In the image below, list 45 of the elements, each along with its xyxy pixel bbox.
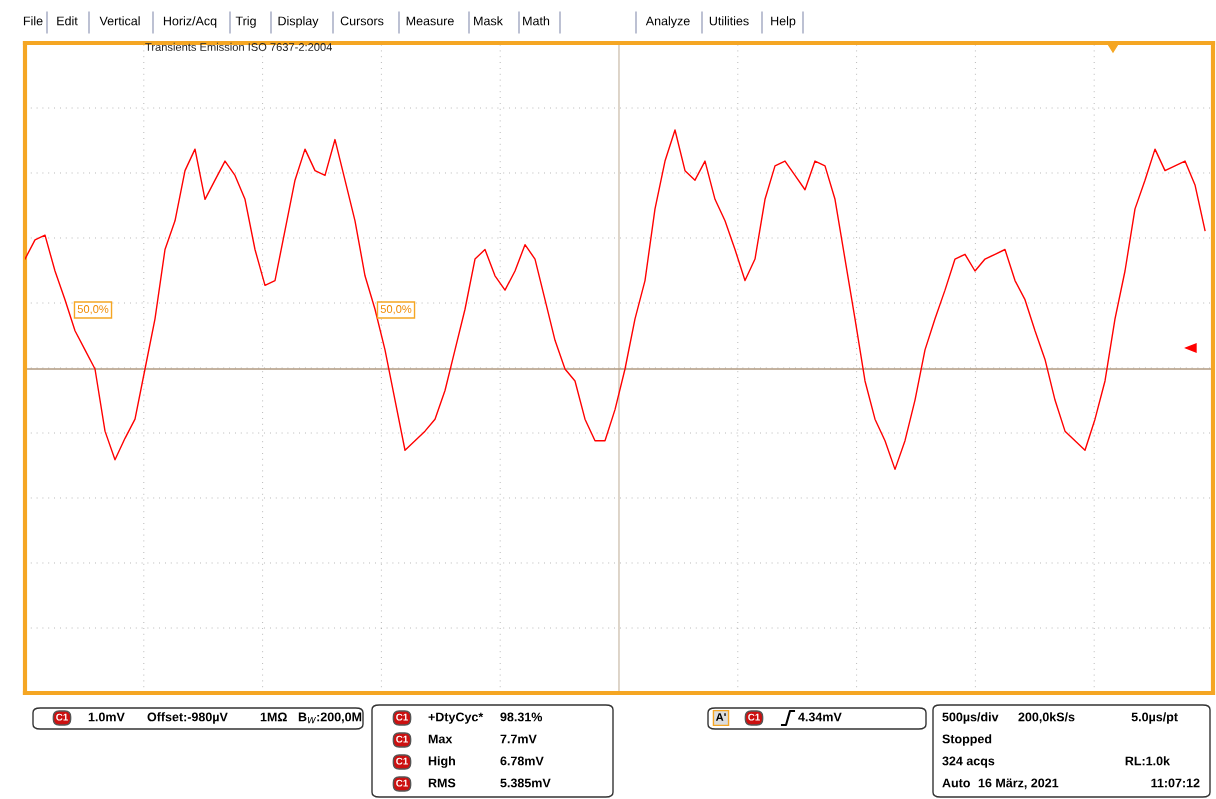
text: 5.385mV (500, 778, 551, 788)
text: Measure (406, 16, 454, 26)
text: High (428, 756, 455, 768)
text: 4.34mV (798, 712, 842, 722)
text: 1.0mV (88, 712, 125, 722)
text: RL:1.0k (1125, 756, 1171, 766)
text: Utilities (709, 16, 749, 26)
text: Offset:-980µV (147, 712, 228, 724)
text: Help (771, 16, 796, 28)
text: Math (523, 16, 550, 26)
text: RMS (428, 778, 456, 788)
annotation: 50,0% (380, 305, 412, 315)
text: 1MΩ (260, 712, 287, 722)
text: Auto (942, 778, 970, 788)
text: Trig (235, 16, 256, 28)
text: C1 (396, 757, 408, 765)
text: C1 (396, 713, 408, 721)
text: 324 acqs (942, 756, 995, 768)
text: C1 (748, 713, 760, 721)
text: File (23, 16, 43, 26)
text: Cursors (340, 16, 384, 26)
text: B$_{W}$:200,0M (298, 712, 362, 724)
text: C1 (396, 735, 408, 743)
text: C1 (56, 713, 68, 721)
text: C1 (396, 779, 408, 787)
text: Edit (57, 16, 78, 26)
text: Stopped (942, 734, 992, 746)
text: Display (278, 16, 319, 28)
text: +DtyCyc* (428, 712, 484, 724)
text: 16 März, 2021 (978, 778, 1059, 790)
text: 6.78mV (500, 756, 544, 766)
text: 98.31% (500, 712, 543, 722)
text: Horiz/Acq (163, 16, 217, 28)
chart-title: Transients Emission ISO 7637-2:2004 (145, 42, 333, 51)
text: A' (715, 713, 726, 721)
text: Vertical (99, 16, 140, 26)
text: 11:07:12 (1151, 778, 1200, 788)
text: Max (428, 734, 453, 744)
annotation: 50,0% (77, 305, 109, 315)
text: 7.7mV (500, 734, 537, 744)
text: 5.0µs/pt (1131, 712, 1178, 724)
text: 200,0kS/s (1018, 712, 1075, 724)
text: 500µs/div (942, 712, 999, 724)
text: Analyze (645, 16, 690, 28)
text: Mask (474, 16, 503, 26)
